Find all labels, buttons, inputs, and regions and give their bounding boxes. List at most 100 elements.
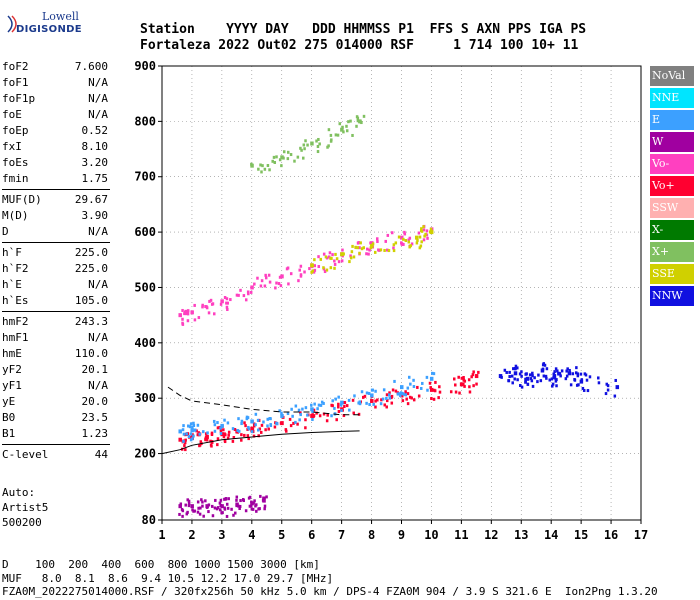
echo-dot xyxy=(387,393,391,397)
echo-dot xyxy=(183,444,186,448)
param-name: foEp xyxy=(2,124,29,137)
echo-dot xyxy=(273,425,277,429)
echo-dot xyxy=(311,409,314,413)
echo-dot xyxy=(454,390,458,394)
echo-dot xyxy=(545,367,549,371)
echo-dot xyxy=(317,403,321,407)
echo-dot xyxy=(513,367,517,371)
echo-dot xyxy=(420,229,424,233)
echo-dot xyxy=(530,379,534,383)
echo-dot xyxy=(312,408,316,412)
echo-dot xyxy=(434,380,437,384)
param-row: C-level 44 xyxy=(2,448,108,464)
echo-dot xyxy=(354,245,357,249)
echo-dot xyxy=(376,237,379,241)
echo-dot xyxy=(257,434,260,438)
echo-dot xyxy=(231,439,235,443)
param-value: 225.0 xyxy=(74,262,108,275)
echo-dot xyxy=(326,413,329,417)
param-row: yE 20.0 xyxy=(2,395,108,411)
echo-dot xyxy=(345,129,349,133)
echo-point xyxy=(340,400,344,405)
legend-item-nne: NNE xyxy=(650,88,694,108)
param-name: h`Es xyxy=(2,294,29,307)
echo-dot xyxy=(298,418,301,422)
param-value: 3.20 xyxy=(81,156,109,169)
echo-dot xyxy=(553,376,557,380)
param-name: h`F2 xyxy=(2,262,29,275)
echo-dot xyxy=(566,367,569,371)
echo-dot xyxy=(558,372,562,376)
echo-dot xyxy=(365,391,369,395)
x-tick-label: 11 xyxy=(454,528,468,542)
echo-dot xyxy=(256,418,260,422)
footer-line3: FZA0M_2022275014000.RSF / 320fx256h 50 k… xyxy=(2,585,658,598)
echo-dot xyxy=(339,403,343,407)
echo-dot xyxy=(263,504,267,508)
echo-dot xyxy=(574,371,578,375)
param-row: yF2 20.1 xyxy=(2,363,108,379)
echo-dot xyxy=(327,255,331,259)
x-tick-label: 13 xyxy=(514,528,528,542)
echo-dot xyxy=(239,288,242,292)
echo-dot xyxy=(349,254,352,258)
echo-dot xyxy=(472,370,475,374)
echo-dot xyxy=(225,301,228,305)
echo-dot xyxy=(269,423,272,427)
echo-dot xyxy=(426,236,429,240)
echo-dot xyxy=(238,507,241,511)
echo-dot xyxy=(247,425,250,429)
echo-dot xyxy=(519,383,522,387)
echo-point xyxy=(615,385,620,390)
param-name: yF1 xyxy=(2,379,22,392)
echo-dot xyxy=(198,512,202,516)
param-row: h`E N/A xyxy=(2,278,108,294)
echo-dot xyxy=(219,428,223,432)
echo-point xyxy=(414,235,419,240)
echo-dot xyxy=(391,388,395,392)
echo-dot xyxy=(303,147,306,151)
echo-dot xyxy=(232,436,236,440)
echo-dot xyxy=(428,381,432,385)
param-name: hmF2 xyxy=(2,315,29,328)
echo-dot xyxy=(554,379,558,383)
echo-dot xyxy=(278,275,282,279)
echo-dot xyxy=(282,150,286,154)
echo-dot xyxy=(393,379,396,383)
echo-dot xyxy=(200,498,203,502)
echo-dot xyxy=(376,239,379,243)
echo-dot xyxy=(335,257,339,261)
echo-dot xyxy=(329,139,333,143)
echo-dot xyxy=(334,397,337,401)
echo-dot xyxy=(457,375,460,379)
echo-dot xyxy=(575,366,578,370)
echo-dot xyxy=(271,159,274,163)
echo-dot xyxy=(365,401,368,405)
echo-dot xyxy=(289,272,293,276)
echo-dot xyxy=(213,423,217,427)
echo-point xyxy=(310,407,314,412)
echo-dot xyxy=(185,432,188,436)
echo-dot xyxy=(359,241,362,245)
echo-dot xyxy=(191,425,194,429)
echo-dot xyxy=(209,439,212,443)
echo-dot xyxy=(260,170,263,174)
echo-dot xyxy=(181,514,184,518)
param-row: foF2 7.600 xyxy=(2,60,108,76)
echo-dot xyxy=(388,396,392,400)
param-value: 3.90 xyxy=(81,209,109,222)
echo-dot xyxy=(225,502,229,506)
echo-point xyxy=(400,393,404,398)
echo-dot xyxy=(259,430,263,434)
echo-point xyxy=(310,263,314,268)
echo-dot xyxy=(260,279,264,283)
echo-point xyxy=(310,413,314,418)
echo-dot xyxy=(348,260,351,264)
y-tick-label: 600 xyxy=(134,225,156,239)
echo-dot xyxy=(246,434,250,438)
echo-dot xyxy=(224,497,228,501)
echo-dot xyxy=(409,244,412,248)
echo-dot xyxy=(192,509,195,513)
echo-dot xyxy=(330,414,333,418)
echo-dot xyxy=(181,322,185,326)
